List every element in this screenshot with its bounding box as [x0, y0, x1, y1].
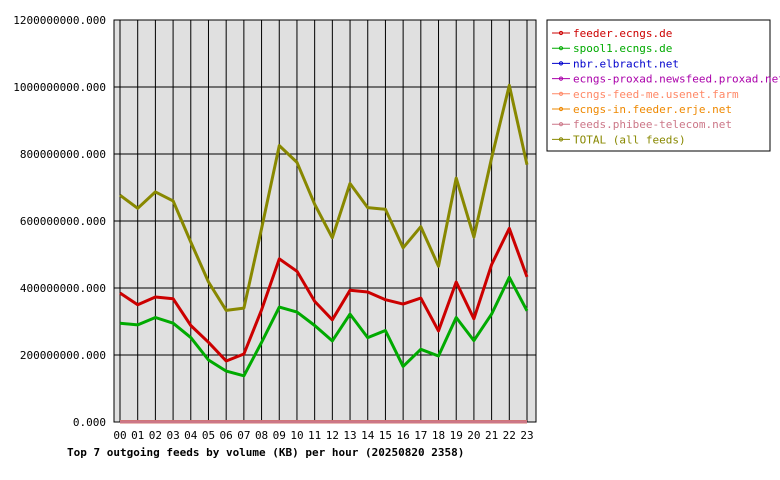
x-tick-label: 08 [255, 429, 268, 442]
legend-label: feeder.ecngs.de [573, 27, 672, 40]
y-tick-label: 800000000.000 [20, 148, 106, 161]
legend-marker [558, 91, 564, 96]
x-tick-label: 10 [290, 429, 303, 442]
x-tick-label: 04 [184, 429, 198, 442]
x-axis: 00 01 02 03 04 05 06 07 08 09 10 11 12 13 14 15 16 17 18 19… [113, 429, 533, 442]
y-tick-label: 1200000000.000 [13, 14, 106, 27]
legend-marker [558, 76, 564, 81]
x-tick-label: 11 [308, 429, 321, 442]
y-tick-label: 1000000000.000 [13, 81, 106, 94]
legend-label: ecngs-feed-me.usenet.farm [573, 88, 739, 101]
series-line [119, 226, 529, 363]
legend-marker [558, 46, 564, 51]
y-tick-label: 200000000.000 [20, 349, 106, 362]
x-tick-label: 07 [237, 429, 250, 442]
x-tick-label: 13 [343, 429, 356, 442]
legend-label: ecngs-proxad.newsfeed.proxad.net [573, 73, 780, 86]
x-tick-label: 02 [149, 429, 162, 442]
x-tick-label: 03 [166, 429, 179, 442]
legend-marker [558, 137, 564, 142]
x-tick-label: 09 [273, 429, 286, 442]
legend-marker [558, 122, 564, 127]
x-tick-label: 15 [379, 429, 392, 442]
legend: feeder.ecngs.de spool1.ecngs.de nbr.elbrac… [546, 19, 780, 152]
legend-label: feeds.phibee-telecom.net [573, 118, 732, 131]
x-tick-label: 06 [220, 429, 233, 442]
chart-title: Top 7 outgoing feeds by volume (KB) per … [67, 446, 464, 459]
x-tick-label: 17 [414, 429, 427, 442]
y-tick-label: 0.000 [73, 416, 106, 429]
legend-box [546, 19, 771, 152]
legend-label: nbr.elbracht.net [573, 57, 679, 70]
series-line [119, 275, 529, 378]
x-tick-label: 01 [131, 429, 144, 442]
x-tick-label: 05 [202, 429, 215, 442]
x-tick-label: 16 [397, 429, 410, 442]
legend-label: ecngs-in.feeder.erje.net [573, 103, 732, 116]
x-tick-label: 21 [485, 429, 498, 442]
x-tick-label: 20 [467, 429, 480, 442]
x-tick-label: 22 [503, 429, 516, 442]
legend-marker [558, 61, 564, 66]
series-lines [119, 83, 529, 424]
x-tick-label: 12 [326, 429, 339, 442]
y-tick-label: 400000000.000 [20, 282, 106, 295]
x-tick-label: 18 [432, 429, 445, 442]
x-tick-label: 23 [520, 429, 533, 442]
y-axis: 0.000 200000000.000 400000000.000 600000000… [13, 14, 106, 429]
legend-marker [558, 106, 564, 112]
series-line [119, 83, 529, 312]
x-tick-label: 19 [450, 429, 463, 442]
legend-label: TOTAL (all feeds) [573, 133, 686, 146]
legend-marker [558, 30, 564, 36]
x-tick-label: 00 [113, 429, 126, 442]
legend-label: spool1.ecngs.de [573, 42, 672, 55]
y-tick-label: 600000000.000 [20, 215, 106, 228]
x-tick-label: 14 [361, 429, 375, 442]
